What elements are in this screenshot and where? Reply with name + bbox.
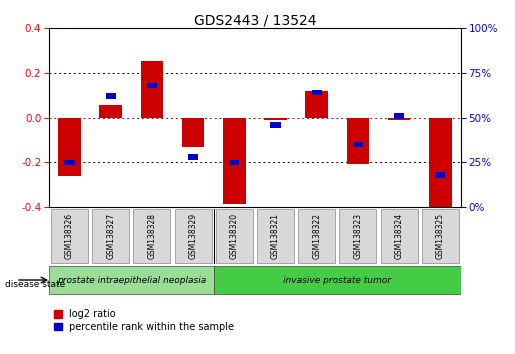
Text: GSM138323: GSM138323 xyxy=(353,213,363,259)
Bar xyxy=(58,118,81,176)
Bar xyxy=(223,118,246,204)
Text: GSM138328: GSM138328 xyxy=(147,213,157,259)
Bar xyxy=(188,154,198,160)
Bar xyxy=(388,118,410,120)
Bar xyxy=(312,90,322,96)
FancyBboxPatch shape xyxy=(133,210,170,263)
Bar xyxy=(270,122,281,128)
FancyBboxPatch shape xyxy=(49,266,214,294)
Bar xyxy=(305,91,328,118)
Bar xyxy=(147,83,157,88)
Text: GSM138329: GSM138329 xyxy=(188,213,198,259)
FancyBboxPatch shape xyxy=(257,210,294,263)
FancyBboxPatch shape xyxy=(422,210,459,263)
Text: disease state: disease state xyxy=(5,280,65,290)
Text: GSM138322: GSM138322 xyxy=(312,213,321,259)
FancyBboxPatch shape xyxy=(216,210,253,263)
Bar xyxy=(353,142,363,147)
Bar xyxy=(229,160,239,165)
Text: GSM138321: GSM138321 xyxy=(271,213,280,259)
Title: GDS2443 / 13524: GDS2443 / 13524 xyxy=(194,13,316,27)
Text: invasive prostate tumor: invasive prostate tumor xyxy=(283,275,391,285)
Bar xyxy=(64,160,75,165)
Text: GSM138327: GSM138327 xyxy=(106,213,115,259)
Text: GSM138320: GSM138320 xyxy=(230,213,239,259)
Text: GSM138326: GSM138326 xyxy=(65,213,74,259)
Bar xyxy=(394,113,404,119)
Bar xyxy=(435,172,445,178)
Bar xyxy=(264,118,287,120)
FancyBboxPatch shape xyxy=(92,210,129,263)
FancyBboxPatch shape xyxy=(298,210,335,263)
Bar xyxy=(141,61,163,118)
FancyBboxPatch shape xyxy=(51,210,88,263)
FancyBboxPatch shape xyxy=(175,210,212,263)
Text: prostate intraepithelial neoplasia: prostate intraepithelial neoplasia xyxy=(57,275,206,285)
Text: GSM138325: GSM138325 xyxy=(436,213,445,259)
Text: GSM138324: GSM138324 xyxy=(394,213,404,259)
Bar xyxy=(347,118,369,164)
Bar xyxy=(429,118,452,207)
Bar xyxy=(106,93,116,99)
FancyBboxPatch shape xyxy=(214,266,461,294)
Legend: log2 ratio, percentile rank within the sample: log2 ratio, percentile rank within the s… xyxy=(54,309,234,332)
FancyBboxPatch shape xyxy=(339,210,376,263)
FancyBboxPatch shape xyxy=(381,210,418,263)
Bar xyxy=(99,105,122,118)
Bar xyxy=(182,118,204,147)
